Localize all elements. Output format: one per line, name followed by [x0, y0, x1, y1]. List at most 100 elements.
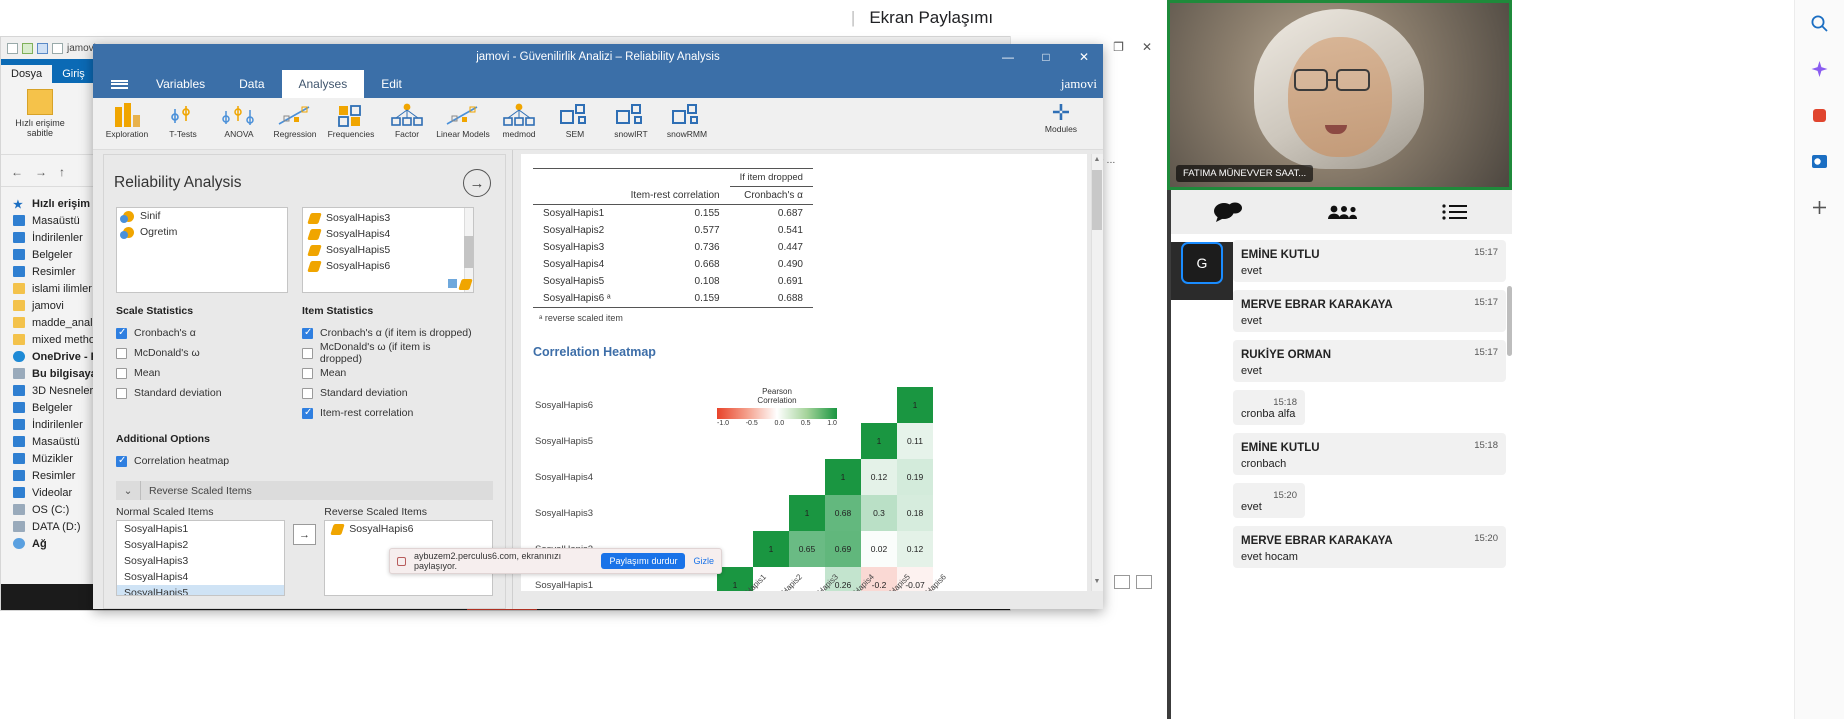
maximize-icon[interactable]: □ — [1042, 50, 1050, 64]
copilot-icon[interactable] — [1807, 56, 1833, 82]
back-icon[interactable]: ← — [11, 164, 23, 179]
chat-panel[interactable]: G EMİNE KUTLU 15:17 evet MERVE EBRAR KARAKA… — [1167, 190, 1512, 719]
reverse-scaled-collapsible[interactable]: ⌄ Reverse Scaled Items — [116, 481, 493, 500]
tab-variables[interactable]: Variables — [156, 77, 206, 91]
tab-menu[interactable] — [1398, 190, 1512, 234]
nav-item-15[interactable]: Müzikler — [7, 450, 191, 467]
tab-analyses[interactable]: Analyses — [281, 70, 365, 98]
restore-icon[interactable]: ❐ — [1113, 40, 1124, 54]
analysis-regression[interactable]: Regression — [267, 101, 323, 139]
analysis-snowrmm[interactable]: snowRMM — [659, 101, 715, 139]
explorer-icon-3[interactable] — [37, 42, 48, 54]
normal-scaled-list[interactable]: SosyalHapis1 SosyalHapis2 SosyalHapis3 Sosy… — [116, 520, 285, 596]
checkbox-icon[interactable] — [302, 367, 313, 379]
nav-item-1[interactable]: Masaüstü — [7, 212, 191, 229]
explorer-icon-4[interactable] — [52, 42, 63, 54]
reverse-scaled-item-0[interactable]: SosyalHapis6 — [325, 521, 492, 537]
variable-item[interactable]: SosyalHapis4 — [303, 226, 473, 242]
item-stat-0[interactable]: Cronbach's α (if item is dropped) — [302, 323, 474, 343]
outlook-icon[interactable] — [1807, 148, 1833, 174]
chat-scrollbar-thumb[interactable] — [1507, 286, 1512, 356]
explorer-tab-giris[interactable]: Giriş — [62, 68, 85, 80]
shopping-icon[interactable] — [1807, 102, 1833, 128]
arrow-right-circle-icon[interactable]: → — [463, 169, 491, 197]
nav-item-12[interactable]: Belgeler — [7, 399, 191, 416]
checkbox-icon[interactable] — [116, 387, 127, 399]
search-icon[interactable] — [1807, 10, 1833, 36]
explorer-icon-2[interactable] — [22, 42, 33, 54]
tab-data[interactable]: Data — [239, 77, 265, 91]
jamovi-window[interactable]: jamovi - Güvenilirlik Analizi – Reliabil… — [93, 44, 1103, 609]
scale-stat-2[interactable]: Mean — [116, 363, 288, 383]
nav-item-16[interactable]: Resimler — [7, 467, 191, 484]
checkbox-icon[interactable] — [116, 455, 127, 467]
nav-item-20[interactable]: Ağ — [7, 535, 191, 552]
normal-scaled-item-2[interactable]: SosyalHapis3 — [124, 555, 189, 567]
close-icon[interactable]: ✕ — [1078, 50, 1090, 64]
chevron-down-icon[interactable]: ⌄ — [123, 484, 133, 497]
explorer-icon-1[interactable] — [7, 42, 18, 54]
jamovi-tab-bar[interactable]: Variables Data Analyses Edit jamovi — [93, 70, 1103, 98]
checkbox-icon[interactable] — [116, 327, 127, 339]
analysis-options-panel[interactable]: Reliability Analysis → Sinif Ogretim Sosy… — [93, 150, 513, 609]
checkbox-icon[interactable] — [302, 387, 313, 399]
scroll-down-icon[interactable]: ▼ — [1093, 578, 1101, 585]
checkbox-icon[interactable] — [302, 407, 313, 419]
scale-stat-3[interactable]: Standard deviation — [116, 383, 288, 403]
checkbox-icon[interactable] — [116, 347, 127, 359]
normal-scaled-item-1[interactable]: SosyalHapis2 — [124, 539, 189, 551]
tab-chat[interactable] — [1171, 190, 1285, 234]
analysis-linear-models[interactable]: Linear Models — [435, 101, 491, 139]
analysis-t-tests[interactable]: T-Tests — [155, 101, 211, 139]
nav-item-11[interactable]: 3D Nesneler — [7, 382, 191, 399]
tab-participants[interactable] — [1285, 190, 1399, 234]
forward-icon[interactable]: → — [35, 164, 47, 179]
jamovi-title-bar[interactable]: jamovi - Güvenilirlik Analizi – Reliabil… — [93, 44, 1103, 70]
checkbox-icon[interactable] — [302, 347, 313, 359]
results-panel[interactable]: If item dropped Item-rest correlation Cr… — [513, 150, 1103, 609]
nav-item-10[interactable]: Bu bilgisayar — [7, 365, 191, 382]
chat-message-list[interactable]: G EMİNE KUTLU 15:17 evet MERVE EBRAR KARAKA… — [1171, 234, 1512, 719]
nav-item-18[interactable]: OS (C:) — [7, 501, 191, 518]
results-scrollbar-thumb[interactable] — [1092, 170, 1102, 230]
avatar[interactable]: G — [1181, 242, 1223, 284]
analysis-factor[interactable]: Factor — [379, 101, 435, 139]
large-icons-view-icon[interactable] — [1136, 575, 1152, 589]
item-stat-2[interactable]: Mean — [302, 363, 474, 383]
variable-item[interactable]: SosyalHapis6 — [303, 258, 473, 274]
nav-item-17[interactable]: Videolar — [7, 484, 191, 501]
modules-button[interactable]: ✛ Modules — [1035, 102, 1087, 135]
nav-item-4[interactable]: Resimler — [7, 263, 191, 280]
tab-edit[interactable]: Edit — [381, 77, 402, 91]
item-stat-3[interactable]: Standard deviation — [302, 383, 474, 403]
nav-item-2[interactable]: İndirilenler — [7, 229, 191, 246]
normal-scaled-item-3[interactable]: SosyalHapis4 — [124, 571, 189, 583]
nav-item-0[interactable]: ★ Hızlı erişim — [7, 195, 191, 212]
close-icon[interactable]: ✕ — [1141, 40, 1152, 54]
explorer-window-controls[interactable]: ❐ ✕ — [1113, 40, 1152, 54]
checkbox-icon[interactable] — [116, 367, 127, 379]
results-scrollbar[interactable]: ▲ ▼ — [1091, 154, 1103, 591]
variable-item[interactable]: Sinif — [117, 208, 287, 224]
items-scrollbar[interactable] — [464, 208, 473, 292]
participant-video-tile[interactable]: FATIMA MÜNEVVER SAAT... — [1167, 0, 1512, 190]
analysis-medmod[interactable]: medmod — [491, 101, 547, 139]
nav-item-14[interactable]: Masaüstü — [7, 433, 191, 450]
variable-item[interactable]: SosyalHapis5 — [303, 242, 473, 258]
hide-notification-button[interactable]: Gizle — [693, 556, 714, 566]
nav-item-19[interactable]: DATA (D:) — [7, 518, 191, 535]
additional-option-0[interactable]: Correlation heatmap — [116, 451, 493, 471]
nav-item-7[interactable]: madde_analizi — [7, 314, 191, 331]
jamovi-window-controls[interactable]: — □ ✕ — [989, 44, 1103, 70]
edge-sidebar[interactable] — [1794, 0, 1844, 719]
variable-item[interactable]: Ogretim — [117, 224, 287, 240]
jamovi-analyses-ribbon[interactable]: Exploration T-Tests ANOVA Regression Frequen… — [93, 98, 1103, 150]
item-stat-1[interactable]: McDonald's ω (if item is dropped) — [302, 341, 474, 365]
results-document[interactable]: If item dropped Item-rest correlation Cr… — [521, 154, 1087, 591]
ribbon-pin-to-quick-access[interactable]: Hızlı erişime sabitle — [11, 87, 69, 150]
available-variables-list[interactable]: Sinif Ogretim — [116, 207, 288, 293]
details-view-icon[interactable] — [1114, 575, 1130, 589]
scroll-up-icon[interactable]: ▲ — [1093, 156, 1101, 163]
items-scrollbar-thumb[interactable] — [464, 236, 473, 268]
variable-item[interactable]: SosyalHapis3 — [303, 210, 473, 226]
